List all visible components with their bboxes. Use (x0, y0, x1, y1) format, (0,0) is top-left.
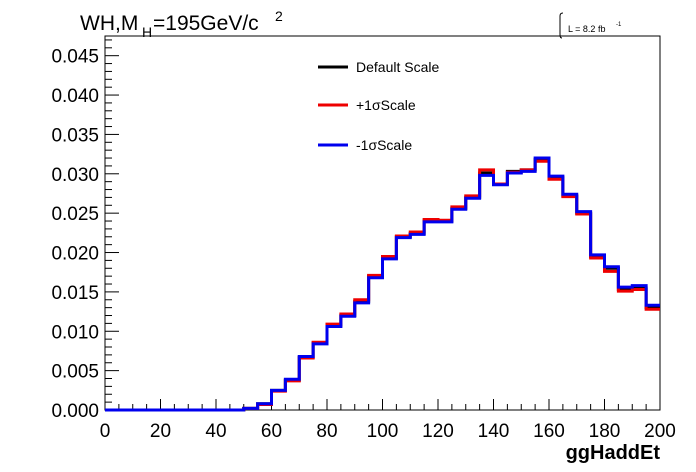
y-tick-label: 0.020 (51, 244, 99, 265)
x-tick-label: 20 (150, 421, 171, 442)
y-tick-label: 0.000 (51, 401, 99, 422)
y-axis: 0.000 0.005 0.010 0.015 0.020 0.025 0.030 0.035… (51, 39, 119, 422)
integral-sign-icon (559, 12, 564, 39)
x-axis-label: ggHaddEt (566, 442, 661, 464)
plot-title: WH,M H =195GeV/c 2 (80, 8, 283, 40)
y-tick-label: 0.005 (51, 362, 99, 383)
legend: Default Scale +1σScale -1σScale (318, 59, 439, 153)
y-tick-label: 0.045 (51, 47, 99, 68)
y-tick-label: 0.025 (51, 204, 99, 225)
x-tick-label: 140 (478, 421, 510, 442)
x-tick-label: 60 (261, 421, 282, 442)
x-tick-label: 120 (422, 421, 454, 442)
title-superscript: 2 (275, 8, 283, 24)
luminosity-exponent: -1 (616, 22, 622, 28)
x-tick-label: 80 (316, 421, 337, 442)
legend-label-minus-1sigma-scale: -1σScale (356, 137, 412, 153)
legend-label-plus-1sigma-scale: +1σScale (356, 97, 416, 113)
x-axis: 0 20 40 60 80 100 120 140 160 180 200 (100, 399, 676, 442)
y-tick-label: 0.040 (51, 86, 99, 107)
x-tick-label: 100 (367, 421, 399, 442)
title-subscript: H (142, 24, 152, 40)
y-tick-label: 0.030 (51, 165, 99, 186)
series-group (105, 156, 660, 412)
x-tick-label: 40 (205, 421, 226, 442)
luminosity-text: L = 8.2 fb (568, 24, 605, 34)
y-tick-label: 0.035 (51, 125, 99, 146)
x-tick-label: 0 (100, 421, 111, 442)
y-tick-label: 0.010 (51, 322, 99, 343)
y-tick-label: 0.015 (51, 283, 99, 304)
title-main: WH,M (80, 12, 138, 35)
x-tick-label: 160 (533, 421, 565, 442)
x-tick-label: 200 (644, 421, 676, 442)
legend-label-default-scale: Default Scale (356, 59, 439, 75)
series-line--1-scale (105, 156, 660, 412)
title-rest: =195GeV/c (153, 12, 259, 35)
luminosity-label: L = 8.2 fb -1 (559, 12, 622, 39)
x-tick-label: 180 (589, 421, 621, 442)
